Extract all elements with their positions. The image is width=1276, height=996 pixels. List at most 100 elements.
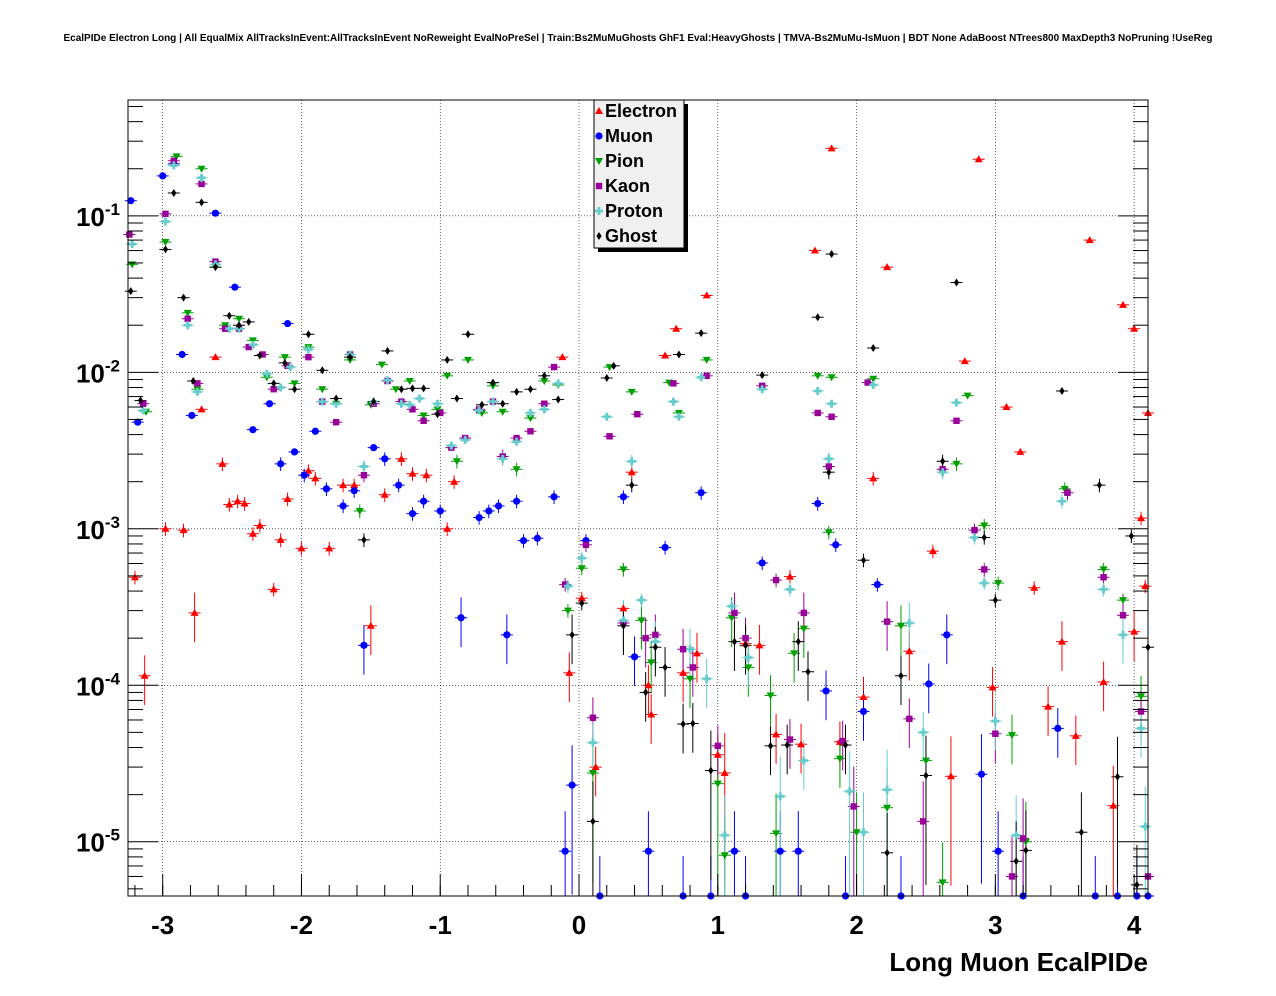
- kaon-point: [906, 715, 913, 723]
- kaon-point: [606, 433, 613, 440]
- proton-point: [183, 321, 192, 330]
- proton-point: [383, 376, 392, 385]
- electron-point: [859, 693, 868, 701]
- pion-point: [869, 375, 878, 383]
- electron-point: [339, 481, 348, 489]
- x-tick-label: 4: [1127, 910, 1142, 940]
- muon-point: [697, 489, 705, 497]
- electron-point: [140, 671, 149, 679]
- kaon-point: [221, 325, 229, 332]
- kaon-point: [1137, 708, 1145, 715]
- ghost-point: [541, 371, 547, 380]
- proton-point: [1099, 585, 1108, 594]
- pion-point: [963, 392, 972, 400]
- pion-point: [720, 852, 729, 860]
- kaon-point: [800, 609, 808, 617]
- ghost-point: [1078, 828, 1084, 837]
- ghost-point: [923, 771, 929, 780]
- pion-point: [262, 374, 271, 382]
- electron-point: [130, 573, 139, 581]
- proton-point: [799, 756, 808, 765]
- kaon-point: [589, 714, 597, 721]
- electron-point: [905, 647, 914, 655]
- ghost-point: [398, 385, 404, 394]
- legend-marker-ghost: [596, 232, 602, 240]
- proton-point: [845, 787, 854, 796]
- pion-point: [588, 769, 597, 777]
- kaon-point: [1008, 873, 1016, 880]
- electron-point: [627, 468, 636, 476]
- muon-point: [619, 493, 628, 501]
- proton-point: [447, 441, 456, 450]
- electron-point: [1044, 702, 1053, 710]
- legend-marker-proton: [595, 207, 603, 216]
- x-tick-label: -1: [429, 910, 452, 940]
- ghost-point: [992, 596, 998, 605]
- electron-point: [283, 495, 292, 503]
- ghost-point: [826, 468, 832, 477]
- pion-point: [1008, 732, 1016, 740]
- electron-point: [1130, 324, 1139, 332]
- kaon-point: [541, 400, 548, 407]
- muon-point: [381, 455, 389, 463]
- kaon-point: [126, 231, 133, 238]
- legend-box: [593, 99, 685, 249]
- ghost-point: [282, 358, 288, 367]
- proton-point: [627, 457, 636, 466]
- electron-point: [960, 357, 969, 365]
- muon-point: [360, 641, 368, 649]
- electron-point: [1137, 514, 1146, 522]
- pion-point: [391, 386, 400, 394]
- ghost-point: [1013, 857, 1019, 866]
- kaon-point: [883, 618, 891, 625]
- ghost-point: [940, 457, 946, 466]
- legend-label-electron: Electron: [605, 101, 677, 121]
- ghost-point: [742, 641, 749, 650]
- y-tick-label: 10-4: [76, 669, 121, 701]
- kaon-point: [194, 380, 201, 387]
- muon-point: [311, 427, 319, 435]
- x-tick-label: 2: [849, 910, 863, 940]
- proton-point: [488, 397, 497, 406]
- proton-point: [405, 400, 414, 409]
- pion-point: [235, 315, 244, 323]
- electron-point: [233, 497, 242, 505]
- kaon-point: [825, 463, 833, 470]
- ghost-point: [347, 353, 353, 362]
- kaon-point: [360, 472, 368, 479]
- proton-point: [498, 454, 507, 463]
- electron-point: [218, 459, 227, 467]
- electron-point: [297, 544, 306, 552]
- proton-point: [512, 437, 521, 446]
- muon-point: [494, 502, 503, 510]
- ghost-point: [137, 396, 144, 405]
- pion-point: [799, 625, 808, 633]
- electron-point: [946, 772, 955, 780]
- kaon-point: [1119, 612, 1127, 619]
- pion-point: [377, 361, 386, 369]
- ghost-point: [860, 556, 867, 565]
- muon-point: [300, 471, 308, 479]
- electron-point: [1130, 627, 1139, 635]
- muon-point: [322, 485, 331, 493]
- kaon-point: [1019, 835, 1027, 842]
- proton-point: [727, 602, 736, 611]
- kaon-point: [634, 410, 641, 418]
- proton-point: [883, 785, 892, 794]
- legend-label-ghost: Ghost: [605, 226, 657, 246]
- electron-point: [661, 351, 670, 359]
- electron-point: [1119, 300, 1128, 308]
- pion-point: [647, 659, 656, 667]
- ghost-point: [1059, 386, 1065, 395]
- electron-point: [619, 604, 628, 612]
- data-markers: [126, 144, 1152, 900]
- kaon-point: [437, 409, 444, 417]
- proton-point: [938, 468, 947, 477]
- ghost-point: [490, 378, 496, 387]
- kaon-point: [786, 736, 794, 743]
- pion-point: [835, 755, 844, 763]
- kaon-point: [864, 379, 871, 386]
- axes: -3 -2 -1 0 1 2 3 4 10-1 10-2 10-3 10-4 10-5: [76, 105, 1148, 940]
- proton-point: [169, 161, 178, 170]
- ghost-point: [371, 397, 377, 406]
